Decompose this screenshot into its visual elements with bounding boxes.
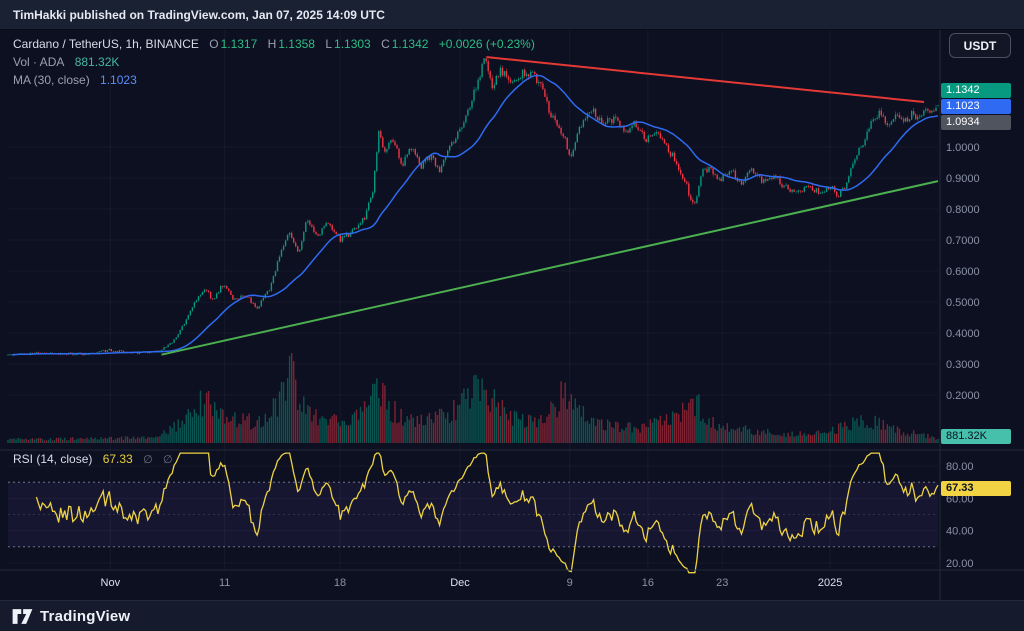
secondary-price-badge: 1.0934 — [941, 115, 1011, 130]
publish-text: TimHakki published on TradingView.com, J… — [13, 7, 385, 22]
volume-value: 881.32K — [74, 55, 120, 69]
rsi-muted-icon-1[interactable]: ∅ — [143, 454, 153, 466]
ma-line — [12, 74, 939, 356]
time-axis[interactable]: Nov 11 18 Dec 9 16 23 2025 — [101, 577, 843, 589]
legend-ma-row[interactable]: MA (30, close) 1.1023 — [13, 71, 535, 89]
rsi-muted-icon-2[interactable]: ∅ — [163, 454, 173, 466]
svg-text:9: 9 — [567, 577, 573, 589]
ohlc-open-label: O — [209, 37, 219, 51]
chart-legend: Cardano / TetherUS, 1h, BINANCE O 1.1317 … — [13, 35, 535, 89]
volume-badge: 881.32K — [941, 429, 1011, 444]
ohlc-open-value: 1.1317 — [220, 37, 258, 51]
svg-text:0.2000: 0.2000 — [946, 390, 980, 402]
ohlc-low-value: 1.1303 — [334, 37, 371, 51]
svg-text:40.00: 40.00 — [946, 526, 974, 538]
currency-toggle-button[interactable]: USDT — [949, 33, 1011, 58]
svg-text:2025: 2025 — [818, 577, 842, 589]
rsi-badge: 67.33 — [941, 481, 1011, 496]
ohlc-close-value: 1.1342 — [391, 37, 429, 51]
svg-text:23: 23 — [716, 577, 728, 589]
svg-text:Nov: Nov — [101, 577, 121, 589]
svg-text:0.9000: 0.9000 — [946, 173, 980, 185]
svg-text:0.8000: 0.8000 — [946, 204, 980, 216]
svg-text:0.7000: 0.7000 — [946, 235, 980, 247]
svg-text:60.00: 60.00 — [946, 493, 974, 505]
candlestick-series — [7, 56, 939, 356]
volume-bars — [7, 353, 939, 443]
svg-text:18: 18 — [334, 577, 346, 589]
ohlc-change: +0.0026 (+0.23%) — [438, 37, 535, 51]
tradingview-logo-icon[interactable] — [12, 608, 33, 625]
legend-symbol-row: Cardano / TetherUS, 1h, BINANCE O 1.1317 … — [13, 35, 535, 53]
ohlc-high-label: H — [267, 37, 277, 51]
trendline-support[interactable] — [161, 180, 939, 356]
rsi-label: RSI (14, close) — [13, 452, 93, 466]
svg-text:0.4000: 0.4000 — [946, 328, 980, 340]
grid — [8, 30, 938, 570]
svg-text:0.3000: 0.3000 — [946, 359, 980, 371]
ohlc-high-value: 1.1358 — [278, 37, 315, 51]
svg-text:1.0000: 1.0000 — [946, 142, 980, 154]
svg-text:80.00: 80.00 — [946, 461, 974, 473]
symbol-title[interactable]: Cardano / TetherUS, 1h, BINANCE — [13, 37, 199, 51]
ma-value: 1.1023 — [100, 73, 137, 87]
footer-bar: TradingView — [0, 600, 1024, 631]
svg-text:16: 16 — [642, 577, 654, 589]
tradingview-brand[interactable]: TradingView — [40, 607, 131, 625]
svg-text:Dec: Dec — [450, 577, 470, 589]
legend-volume-row[interactable]: Vol · ADA 881.32K — [13, 53, 535, 71]
publish-bar: TimHakki published on TradingView.com, J… — [0, 0, 1024, 30]
ohlc-close-label: C — [381, 37, 390, 51]
price-axis[interactable]: 1.0000 0.9000 0.8000 0.7000 0.6000 0.5000 0.40… — [946, 142, 980, 570]
rsi-legend[interactable]: RSI (14, close) 67.33 ∅ ∅ — [13, 452, 173, 466]
trendline-resistance[interactable] — [486, 56, 925, 104]
ma-label: MA (30, close) — [13, 73, 90, 87]
ohlc-low-label: L — [325, 37, 333, 51]
last-price-badge: 1.1342 — [941, 83, 1011, 98]
svg-text:20.00: 20.00 — [946, 558, 974, 570]
svg-text:11: 11 — [219, 577, 230, 589]
volume-label: Vol · ADA — [13, 55, 65, 69]
svg-text:0.6000: 0.6000 — [946, 266, 980, 278]
svg-text:0.5000: 0.5000 — [946, 297, 980, 309]
rsi-line — [35, 452, 939, 574]
ma-price-badge: 1.1023 — [941, 99, 1011, 114]
rsi-value: 67.33 — [102, 452, 133, 466]
